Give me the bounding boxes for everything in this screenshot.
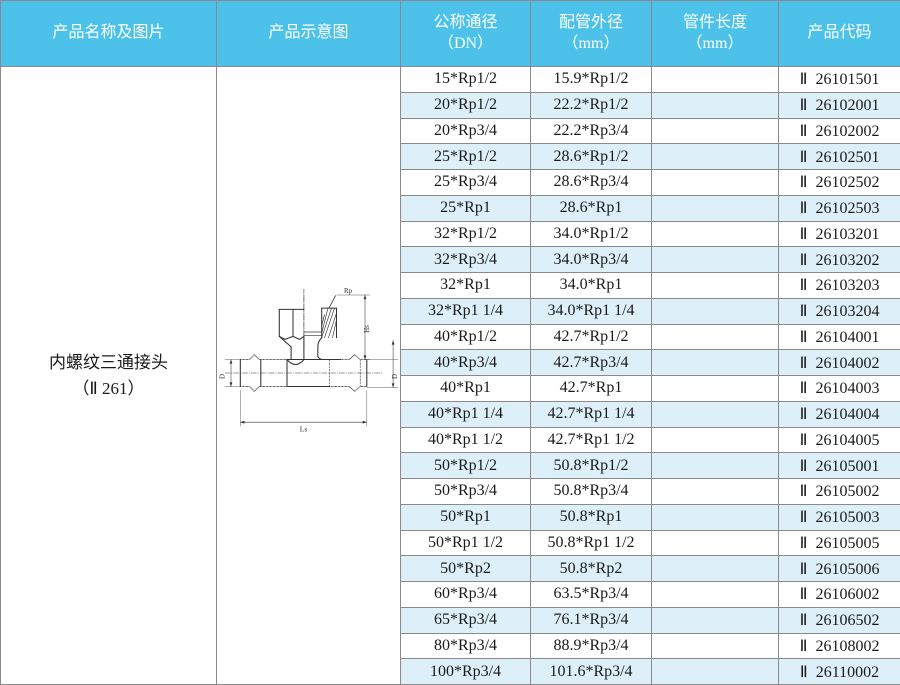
- svg-text:D: D: [219, 374, 227, 379]
- svg-text:Rp: Rp: [344, 287, 353, 295]
- svg-text:D: D: [391, 374, 399, 379]
- svg-text:Hs: Hs: [363, 325, 371, 333]
- svg-text:Ls: Ls: [300, 425, 308, 434]
